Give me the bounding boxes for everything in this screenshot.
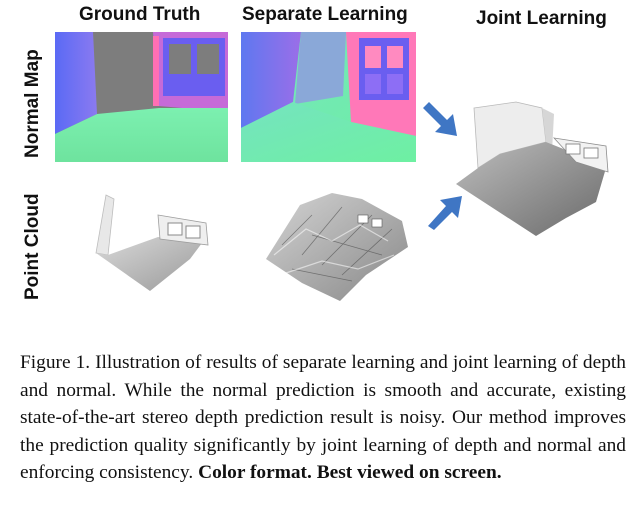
arrow-up-right bbox=[428, 196, 462, 230]
ground-truth-normal-map bbox=[55, 32, 228, 162]
column-title-ground-truth: Ground Truth bbox=[79, 4, 201, 25]
row-label-point-cloud: Point Cloud bbox=[22, 193, 43, 300]
separate-learning-normal-map bbox=[241, 32, 416, 162]
figure-1: Ground Truth Separate Learning Joint Lea… bbox=[22, 4, 609, 301]
joint-learning-point-cloud bbox=[456, 101, 609, 236]
figure-caption: Figure 1. Illustration of results of sep… bbox=[20, 349, 626, 487]
caption-bold-note: Color format. Best viewed on screen. bbox=[198, 462, 502, 483]
row-label-normal-map: Normal Map bbox=[22, 49, 43, 158]
column-title-joint-learning: Joint Learning bbox=[476, 8, 607, 29]
ground-truth-point-cloud bbox=[95, 194, 209, 291]
column-title-separate-learning: Separate Learning bbox=[242, 4, 408, 25]
arrow-down-right bbox=[423, 102, 457, 136]
separate-learning-point-cloud bbox=[266, 193, 408, 301]
caption-text: Figure 1. Illustration of results of sep… bbox=[20, 352, 626, 483]
